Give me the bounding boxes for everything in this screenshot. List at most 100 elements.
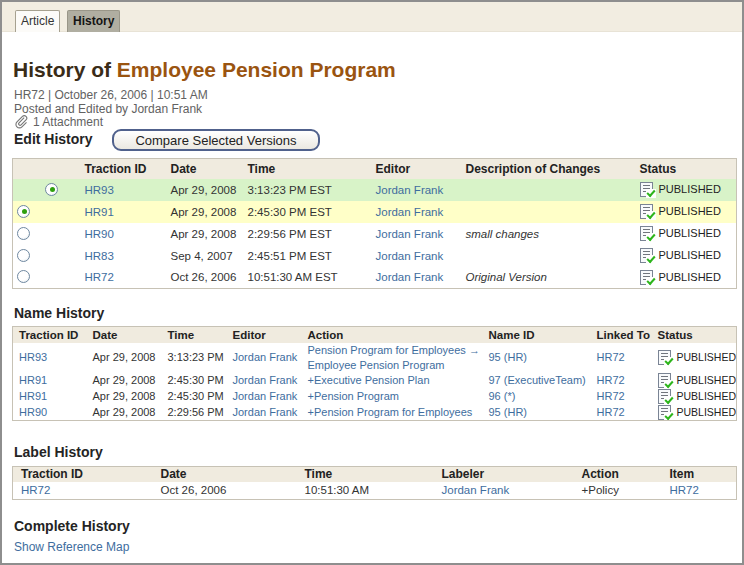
label-history-row: HR72 Oct 26, 2006 10:51:30 AM Jordan Fra… [13, 482, 737, 500]
traction-id-link[interactable]: HR93 [19, 351, 47, 363]
compare-selected-versions-button[interactable]: Compare Selected Versions [112, 129, 320, 151]
editor-link[interactable]: Jordan Frank [376, 206, 444, 218]
attachment-line: 1 Attachment [14, 115, 103, 129]
col-action: Action [574, 467, 662, 482]
cell-action: +Pension Program [302, 389, 483, 405]
action-link[interactable]: +Pension Program [308, 390, 399, 402]
editor-link[interactable]: Jordan Frank [233, 406, 298, 418]
cell-action: +Pension Program for Employees [302, 405, 483, 421]
check-icon [646, 233, 656, 242]
cell-status: PUBLISHED [633, 245, 737, 267]
version-radio[interactable] [17, 270, 30, 283]
col-date: Date [164, 159, 241, 179]
attachment-label: 1 Attachment [33, 115, 103, 129]
status-label: PUBLISHED [677, 390, 737, 402]
cell-time: 10:51:30 AM [297, 482, 434, 500]
linked-to-link[interactable]: HR72 [597, 374, 625, 386]
show-reference-map-link[interactable]: Show Reference Map [14, 540, 129, 554]
editor-link[interactable]: Jordan Frank [376, 271, 444, 283]
cell-action: +Policy [574, 482, 662, 500]
editor-link[interactable]: Jordan Frank [376, 228, 444, 240]
version-radio[interactable] [17, 249, 30, 262]
status-label: PUBLISHED [677, 406, 737, 418]
check-icon [646, 255, 656, 264]
traction-id-link[interactable]: HR83 [85, 250, 114, 262]
edit-history-row: HR91 Apr 29, 2008 2:45:30 PM EST Jordan … [13, 201, 737, 223]
cell-date: Apr 29, 2008 [87, 343, 162, 373]
col-status: Status [633, 159, 737, 179]
check-icon [664, 380, 674, 389]
editor-link[interactable]: Jordan Frank [233, 390, 298, 402]
col-time: Time [241, 159, 369, 179]
action-link[interactable]: Pension Program for Employees → [308, 343, 483, 358]
status-label: PUBLISHED [659, 227, 721, 239]
complete-history-heading: Complete History [14, 518, 130, 534]
editor-link[interactable]: Jordan Frank [233, 351, 298, 363]
edit-history-row: HR72 Oct 26, 2006 10:51:30 AM EST Jordan… [13, 267, 737, 289]
traction-id-link[interactable]: HR91 [19, 390, 47, 402]
name-id-link[interactable]: 95 (HR) [489, 351, 528, 363]
action-link[interactable]: Employee Pension Program [308, 358, 483, 373]
cell-status: PUBLISHED [633, 267, 737, 289]
action-link[interactable]: +Pension Program for Employees [308, 406, 473, 418]
cell-time: 2:45:51 PM EST [241, 245, 369, 267]
col-time: Time [162, 327, 227, 343]
cell-action: +Executive Pension Plan [302, 373, 483, 389]
item-link[interactable]: HR72 [670, 484, 699, 496]
edit-history-heading: Edit History [14, 131, 93, 147]
traction-id-link[interactable]: HR91 [19, 374, 47, 386]
traction-id-link[interactable]: HR72 [21, 484, 50, 496]
name-id-link[interactable]: 95 (HR) [489, 406, 528, 418]
cell-date: Apr 29, 2008 [164, 179, 241, 201]
traction-id-link[interactable]: HR91 [85, 206, 114, 218]
linked-to-link[interactable]: HR72 [597, 406, 625, 418]
cell-status: PUBLISHED [633, 201, 737, 223]
paperclip-icon [14, 115, 28, 129]
version-radio[interactable] [45, 183, 58, 196]
published-icon [658, 373, 671, 388]
traction-id-link[interactable]: HR90 [85, 228, 114, 240]
cell-time: 2:29:56 PM EST [241, 223, 369, 245]
edit-history-row: HR90 Apr 29, 2008 2:29:56 PM EST Jordan … [13, 223, 737, 245]
name-history-table: Traction ID Date Time Editor Action Name… [12, 326, 737, 421]
cell-description: Original Version [459, 267, 633, 289]
name-history-row: HR91 Apr 29, 2008 2:45:30 PM Jordan Fran… [13, 373, 737, 389]
linked-to-link[interactable]: HR72 [597, 351, 625, 363]
editor-link[interactable]: Jordan Frank [233, 374, 298, 386]
cell-status: PUBLISHED [633, 223, 737, 245]
cell-date: Sep 4, 2007 [164, 245, 241, 267]
editor-link[interactable]: Jordan Frank [376, 184, 444, 196]
name-history-header-row: Traction ID Date Time Editor Action Name… [13, 327, 737, 343]
linked-to-link[interactable]: HR72 [597, 390, 625, 402]
published-icon [640, 204, 653, 219]
col-description: Description of Changes [459, 159, 633, 179]
name-history-row: HR93 Apr 29, 2008 3:13:23 PM Jordan Fran… [13, 343, 737, 373]
version-radio[interactable] [17, 205, 30, 218]
tab-history[interactable]: History [67, 10, 120, 32]
version-radio[interactable] [17, 227, 30, 240]
version-select-cell [13, 201, 78, 223]
col-traction-id: Traction ID [13, 467, 153, 482]
published-icon [640, 248, 653, 263]
check-icon [664, 357, 674, 366]
labeler-link[interactable]: Jordan Frank [442, 484, 510, 496]
name-id-link[interactable]: 96 (*) [489, 390, 516, 402]
cell-status: PUBLISHED [652, 389, 737, 405]
page-title-name: Employee Pension Program [117, 58, 396, 81]
editor-link[interactable]: Jordan Frank [376, 250, 444, 262]
traction-id-link[interactable]: HR90 [19, 406, 47, 418]
cell-action: Pension Program for Employees →Employee … [302, 343, 483, 373]
label-history-table: Traction ID Date Time Labeler Action Ite… [12, 466, 737, 500]
tab-article[interactable]: Article [15, 10, 60, 32]
published-icon [658, 350, 671, 365]
traction-id-link[interactable]: HR93 [85, 184, 114, 196]
cell-time: 3:13:23 PM EST [241, 179, 369, 201]
tab-bar: Article History [2, 2, 742, 32]
article-byline: Posted and Edited by Jordan Frank [14, 102, 202, 116]
col-name-id: Name ID [483, 327, 591, 343]
name-id-link[interactable]: 97 (ExecutiveTeam) [489, 374, 586, 386]
status-label: PUBLISHED [659, 271, 721, 283]
traction-id-link[interactable]: HR72 [85, 271, 114, 283]
cell-time: 10:51:30 AM EST [241, 267, 369, 289]
action-link[interactable]: +Executive Pension Plan [308, 374, 430, 386]
